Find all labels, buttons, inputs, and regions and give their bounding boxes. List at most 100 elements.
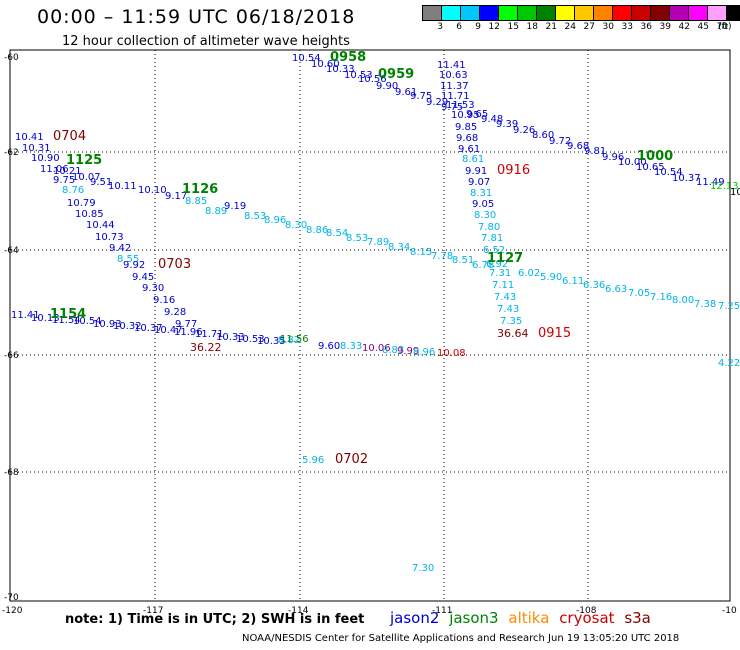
swh-value: 7.81: [481, 233, 503, 244]
longitude-label: -114: [288, 606, 309, 616]
swh-value: 10.95: [451, 110, 480, 121]
track-time-label: 0704: [53, 129, 86, 144]
swh-value: 8.34: [388, 242, 410, 253]
legend-label: 36: [640, 22, 652, 32]
swh-value: 8.82: [278, 335, 300, 346]
track-time-label: 1154: [50, 307, 86, 322]
swh-value: 9.91: [465, 166, 487, 177]
legend-swatch: [651, 6, 670, 20]
footer-note: note: 1) Time is in UTC; 2) SWH is in fe…: [65, 612, 365, 627]
swh-value: 10.65: [636, 162, 665, 173]
swh-value: 12.13: [710, 181, 739, 192]
swh-value: 11.54: [52, 315, 81, 326]
track-time-label: 0959: [378, 67, 414, 82]
swh-value: 8.83: [382, 345, 404, 356]
track-time-label: 1127: [487, 251, 523, 266]
swh-value: 8.30: [474, 210, 496, 221]
swh-value: 9.75: [441, 102, 463, 113]
swh-value: 9.99: [397, 346, 419, 357]
longitude-label: -117: [143, 606, 163, 616]
legend-label: 42: [678, 22, 690, 32]
swh-value: 9.30: [142, 283, 164, 294]
swh-value: 8.55: [117, 254, 139, 265]
swh-values-layer: 10.5410.6010.3310.5310.569.909.619.759.2…: [11, 53, 740, 574]
latitude-label: -62: [4, 148, 19, 158]
swh-value: 10.79: [67, 198, 96, 209]
swh-value: 10.53: [344, 70, 373, 81]
swh-value: 10.63: [439, 70, 468, 81]
swh-value: 9.42: [109, 243, 131, 254]
swh-value: 7.80: [478, 222, 500, 233]
color-legend-bar: [422, 5, 740, 21]
legend-swatch: [537, 6, 556, 20]
page-subtitle: 12 hour collection of altimeter wave hei…: [62, 34, 350, 49]
swh-value: 11.96: [174, 327, 203, 338]
swh-value: 10.41: [15, 132, 44, 143]
legend-swatch: [632, 6, 651, 20]
legend-swatch: [613, 6, 632, 20]
swh-value: 10: [730, 187, 740, 198]
swh-value: 9.29: [426, 97, 448, 108]
legend-swatch: [461, 6, 480, 20]
gridlines: [10, 50, 730, 601]
swh-value: 8.60: [532, 130, 554, 141]
swh-value: 10.54: [654, 167, 683, 178]
swh-value: 7.35: [500, 316, 522, 327]
track-time-label: 0703: [158, 257, 191, 272]
swh-value: 7.30: [412, 563, 434, 574]
latitude-label: -64: [4, 246, 19, 256]
legend-swatch: [518, 6, 537, 20]
legend-label: 33: [621, 22, 633, 32]
legend-swatch: [708, 6, 727, 20]
swh-value: 11.41: [437, 60, 466, 71]
legend-swatch: [689, 6, 708, 20]
swh-value: 10.37: [672, 173, 701, 184]
swh-value: 5.96: [302, 455, 324, 466]
swh-value: 10.73: [95, 232, 124, 243]
swh-value: 10.93: [93, 319, 122, 330]
swh-value: 10.56: [358, 74, 387, 85]
swh-value: 9.51: [90, 177, 112, 188]
swh-value: 5.90: [540, 272, 562, 283]
swh-value: 7.78: [431, 251, 453, 262]
swh-value: 9.68: [567, 141, 589, 152]
swh-value: 10.47: [154, 325, 183, 336]
track-time-label: 0916: [497, 163, 530, 178]
swh-value: 10.00: [618, 157, 647, 168]
track-time-label: 1000: [637, 149, 673, 164]
legend-label: 12: [488, 22, 500, 32]
swh-value: 6.11: [562, 276, 584, 287]
track-time-label: 1126: [182, 182, 218, 197]
swh-value: 10.10: [138, 185, 167, 196]
swh-value: 9.81: [584, 146, 606, 157]
axis-labels: -60 -62 -64 -66 -68 -70 -120 -117 -114 -111 -108 -1…: [2, 53, 737, 616]
swh-value: 10.13: [31, 313, 60, 324]
swh-value: 6.36: [583, 280, 605, 291]
satellite-jason2: jason2: [390, 609, 440, 627]
swh-value: 10.90: [31, 153, 60, 164]
track-time-label: 0915: [538, 326, 571, 341]
longitude-label: -10: [722, 606, 737, 616]
legend-label: 21: [545, 22, 557, 32]
swh-value: 10.35: [257, 336, 286, 347]
swh-value: 7.38: [694, 299, 716, 310]
swh-value: 9.72: [549, 136, 571, 147]
swh-value: 8.53: [244, 211, 266, 222]
swh-value: 7.43: [497, 304, 519, 315]
swh-value: 10.85: [75, 209, 104, 220]
latitude-label: -68: [4, 468, 19, 478]
swh-value: 6.92: [486, 259, 508, 270]
swh-value: 11.41: [11, 310, 40, 321]
legend-label: 45: [697, 22, 709, 32]
swh-value: 10.11: [108, 181, 137, 192]
swh-value: 11.53: [446, 100, 475, 111]
swh-value: 7.11: [492, 280, 514, 291]
swh-value: 9.68: [456, 133, 478, 144]
footer-credit: NOAA/NESDIS Center for Satellite Applica…: [242, 633, 680, 644]
swh-value: 7.43: [494, 292, 516, 303]
legend-swatch: [670, 6, 689, 20]
satellite-altika: altika: [508, 609, 550, 627]
swh-value: 8.96: [264, 215, 286, 226]
swh-value: 8.31: [470, 188, 492, 199]
swh-value: 11.06: [40, 164, 69, 175]
